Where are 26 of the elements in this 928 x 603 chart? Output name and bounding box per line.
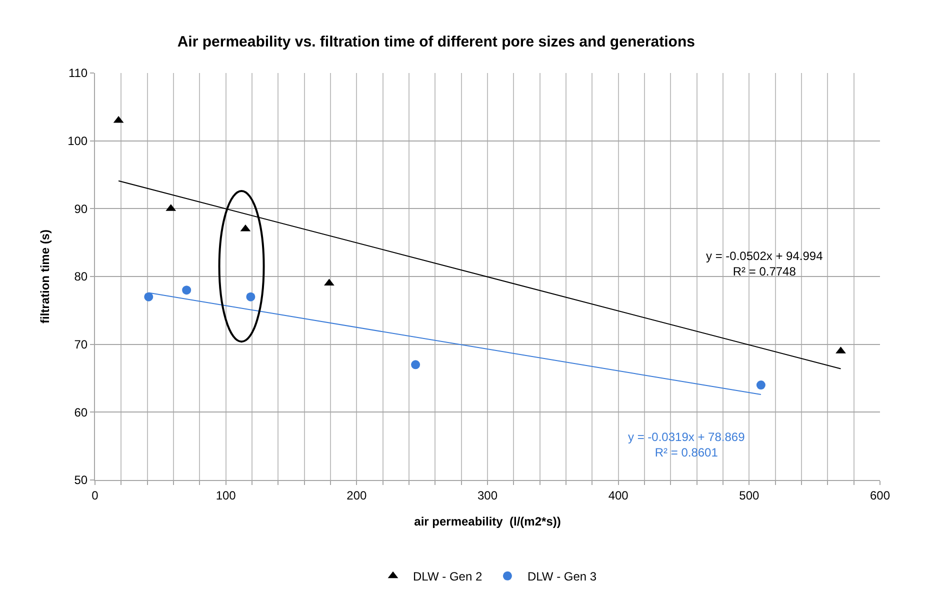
x-tick-label: 0 <box>92 488 99 502</box>
x-tick-label: 300 <box>477 488 498 502</box>
point <box>411 360 420 370</box>
x-tick-label: 400 <box>608 488 629 502</box>
legend-label: DLW - Gen 2 <box>413 570 482 584</box>
y-tick-label: 100 <box>68 134 88 148</box>
y-tick-label: 60 <box>74 405 88 420</box>
point <box>182 286 192 295</box>
y-axis-title: filtration time (s) <box>38 229 52 324</box>
x-tick-label: 200 <box>346 488 367 502</box>
y-tick-label: 110 <box>68 66 88 80</box>
x-tick-label: 600 <box>870 488 890 502</box>
chart-title: Air permeability vs. filtration time of different pore sizes and generations <box>177 34 695 51</box>
point <box>246 292 256 302</box>
x-tick-label: 500 <box>739 488 760 502</box>
x-tick-label: 100 <box>216 488 236 502</box>
point <box>144 292 154 302</box>
y-tick-label: 90 <box>74 202 88 216</box>
point <box>756 380 766 390</box>
annotation: y = -0.0319x + 78.869 R² = 0.8601 <box>628 430 746 460</box>
x-axis-title: air permeability (l/(m2*s)) <box>414 514 561 528</box>
y-tick-label: 70 <box>74 338 88 352</box>
y-tick-label: 50 <box>74 473 88 488</box>
y-tick-label: 80 <box>74 270 88 284</box>
legend-label: DLW - Gen 3 <box>527 570 597 584</box>
annotation: y = -0.0502x + 94.994 R² = 0.7748 <box>706 249 824 279</box>
